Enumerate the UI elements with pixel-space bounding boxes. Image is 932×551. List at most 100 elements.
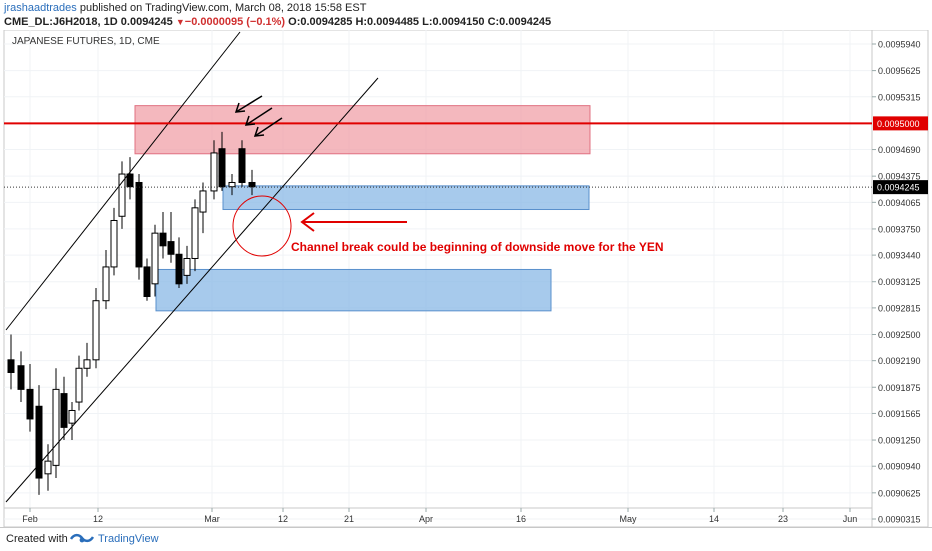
candle-body xyxy=(92,300,100,361)
x-tick-label: May xyxy=(619,514,637,524)
high-value: 0.0094485 xyxy=(367,16,420,28)
x-tick-label: Apr xyxy=(419,514,433,524)
candle-body xyxy=(35,405,43,479)
candle-body xyxy=(199,190,207,213)
candle-body xyxy=(175,253,183,285)
x-tick-label: 23 xyxy=(778,514,788,524)
x-tick-label: 21 xyxy=(344,514,354,524)
down-triangle-icon: ▼ xyxy=(175,17,185,27)
last-price: 0.0094245 xyxy=(120,16,173,28)
chart-title: JAPANESE FUTURES, 1D, CME xyxy=(12,36,160,47)
y-tick-label: 0.0095315 xyxy=(878,92,921,102)
y-tick-label: 0.0091875 xyxy=(878,383,921,393)
low-label: L: xyxy=(422,16,433,28)
candle-body xyxy=(68,409,76,424)
y-tick-label: 0.0090625 xyxy=(878,488,921,498)
y-tick-label: 0.0090940 xyxy=(878,462,921,472)
open-value: 0.0094285 xyxy=(300,16,353,28)
x-tick-label: 16 xyxy=(516,514,526,524)
x-tick-label: 14 xyxy=(709,514,719,524)
time-axis: Feb 12 Mar 12 21 Apr 16 May 14 23 Jun xyxy=(22,508,857,524)
candle-body xyxy=(83,359,91,369)
candle-body xyxy=(135,181,143,268)
y-tick-label: 0.0094690 xyxy=(878,145,921,155)
candle-body xyxy=(218,148,226,188)
channel-upper-line xyxy=(5,31,241,331)
candle-body xyxy=(228,181,236,188)
publish-line: jrashaadtrades published on TradingView.… xyxy=(4,2,366,14)
overlays: 0.0095000 0.0094245 xyxy=(4,31,928,503)
y-tick-label: 0.0093125 xyxy=(878,277,921,287)
black-arrow-shaft xyxy=(245,107,273,126)
zones xyxy=(134,105,591,312)
x-tick-label: 12 xyxy=(278,514,288,524)
y-tick-label: 0.0092190 xyxy=(878,356,921,366)
y-tick-label: 0.0093750 xyxy=(878,224,921,234)
y-tick-label: 0.0090315 xyxy=(878,515,921,525)
chart-area[interactable]: JAPANESE FUTURES, 1D, CME 0.00950000.009… xyxy=(0,30,932,527)
x-tick-label: Jun xyxy=(843,514,858,524)
x-tick-label: 12 xyxy=(93,514,103,524)
candle-body xyxy=(118,173,126,217)
close-value: 0.0094245 xyxy=(499,16,552,28)
candle-body xyxy=(238,148,246,183)
candle-body xyxy=(17,365,25,390)
price-change: −0.0000095 (−0.1%) xyxy=(184,16,286,28)
black-arrow-shaft xyxy=(235,95,263,113)
price-axis: 0.0095940 0.0095625 0.0095315 0.0094690 0.00… xyxy=(872,40,921,525)
y-tick-label: 0.0094375 xyxy=(878,172,921,182)
created-with-label: Created with xyxy=(6,533,68,545)
demand-zone-lower xyxy=(155,268,552,312)
candle-body xyxy=(143,266,151,297)
black-arrow-head xyxy=(244,115,256,126)
symbol-label: CME_DL:J6H2018, 1D xyxy=(4,16,118,28)
resistance-price-label: 0.0095000 xyxy=(877,119,920,129)
candle-body xyxy=(210,152,218,192)
author-link[interactable]: jrashaadtrades xyxy=(4,2,77,14)
demand-zone-upper xyxy=(222,185,590,211)
close-label: C: xyxy=(487,16,500,28)
chart-header: jrashaadtrades published on TradingView.… xyxy=(0,0,932,30)
candle-body xyxy=(191,207,199,259)
last-price-badge xyxy=(873,180,928,195)
candle-body xyxy=(151,232,159,285)
candle-body xyxy=(44,460,52,475)
y-tick-label: 0.0095625 xyxy=(878,66,921,76)
high-label: H: xyxy=(355,16,368,28)
candle-body xyxy=(7,359,15,373)
x-tick-label: Feb xyxy=(22,514,38,524)
y-tick-label: 0.0092815 xyxy=(878,303,921,313)
tradingview-logo-icon xyxy=(70,533,94,543)
candle-body xyxy=(102,266,110,302)
tradingview-brand-link[interactable]: TradingView xyxy=(98,533,159,545)
supply-zone xyxy=(134,105,591,155)
candle-body xyxy=(167,241,175,255)
candle-body xyxy=(26,388,34,420)
resistance-price-badge xyxy=(873,116,928,131)
black-arrow-head xyxy=(253,126,265,137)
candle-body xyxy=(60,393,68,428)
candle-body xyxy=(52,388,60,466)
open-label: O: xyxy=(288,16,301,28)
channel-break-circle xyxy=(232,195,292,257)
annotation-text: Channel break could be beginning of down… xyxy=(291,240,664,254)
y-tick-label: 0.0094065 xyxy=(878,198,921,208)
y-tick-label: 0.0091565 xyxy=(878,409,921,419)
last-price-label: 0.0094245 xyxy=(877,183,920,193)
y-tick-label: 0.0091250 xyxy=(878,436,921,446)
annotation-arrow-head xyxy=(300,212,315,232)
y-tick-label: 0.0092500 xyxy=(878,330,921,340)
candle-body xyxy=(159,232,167,247)
black-arrow-head xyxy=(234,102,246,113)
candle-body xyxy=(183,257,191,276)
candle-body xyxy=(110,219,118,268)
publish-info: published on TradingView.com, March 08, … xyxy=(79,2,367,14)
candle-body xyxy=(75,367,83,403)
candle-body xyxy=(126,173,134,188)
channel-lower-line xyxy=(5,77,379,503)
black-arrow-shaft xyxy=(254,117,283,137)
y-tick-label: 0.0093440 xyxy=(878,251,921,261)
ohlc-line: CME_DL:J6H2018, 1D 0.0094245 ▼−0.0000095… xyxy=(4,16,551,28)
chart-frame xyxy=(3,30,929,527)
low-value: 0.0094150 xyxy=(432,16,485,28)
